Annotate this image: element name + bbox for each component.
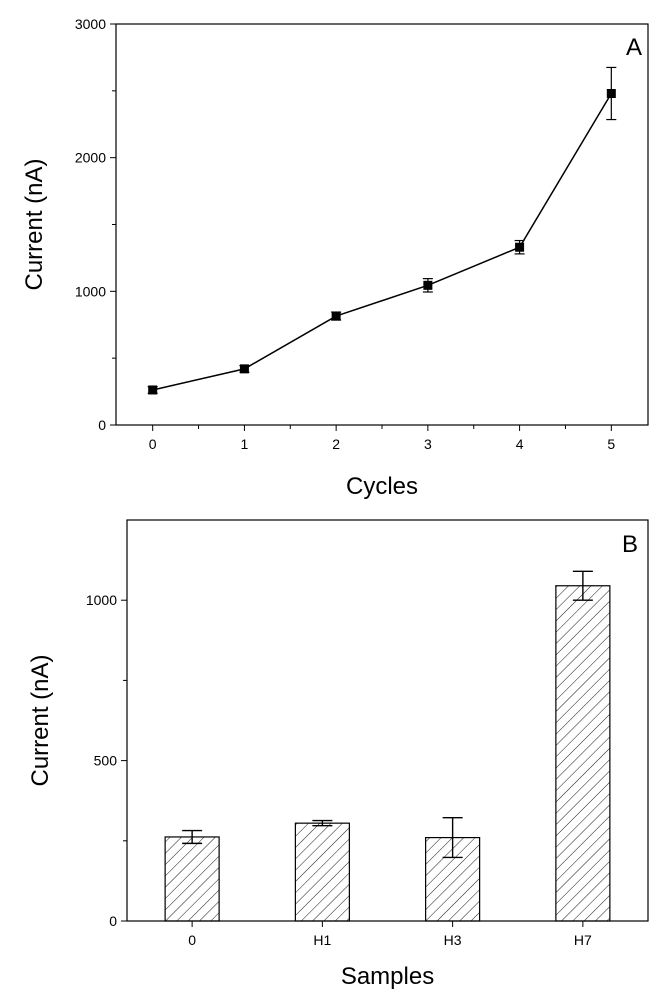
panel-a-plot-frame: [115, 23, 649, 426]
panel-a-data-point: [331, 311, 341, 321]
panel-b-y-tick-label: 0: [109, 913, 117, 929]
panel-a-data-point: [606, 89, 616, 99]
panel-a-y-tick-label: 3000: [75, 16, 106, 32]
panel-b-y-tick-label: 1000: [86, 592, 117, 608]
panel-b-x-axis-title: Samples: [341, 963, 434, 990]
panel-b-bars: [164, 570, 611, 922]
panel-a-label: A: [626, 34, 642, 61]
panel-a-x-axis-title: Cycles: [346, 473, 418, 500]
panel-a-data-point: [148, 385, 158, 395]
panel-a-x-tick-label: 1: [241, 436, 249, 452]
panel-b-y-axis-title: Current (nA): [27, 654, 54, 786]
panel-b-x-tick-label: H7: [574, 932, 592, 948]
panel-b-y-tick-label: 500: [94, 753, 118, 769]
panel-b-bar: [164, 836, 220, 922]
panel-a-series: [147, 66, 617, 395]
panel-a-x-tick-label: 5: [607, 436, 615, 452]
panel-b-bar: [294, 822, 350, 922]
panel-b-ticks: 0 500 1000 0 H1 H3 H7: [86, 592, 592, 948]
panel-a-x-tick-label: 3: [424, 436, 432, 452]
panel-a-data-point: [239, 364, 249, 374]
panel-b-bar: [555, 585, 611, 922]
panel-a-x-tick-label: 0: [149, 436, 157, 452]
panel-b-x-tick-label: H1: [313, 932, 331, 948]
panel-a-data-point: [423, 280, 433, 290]
panel-b-label: B: [622, 531, 638, 558]
panel-a-x-tick-label: 2: [332, 436, 340, 452]
panel-a-series-line: [152, 93, 612, 391]
panel-b-axes: [126, 519, 649, 922]
panel-a-y-axis-title: Current (nA): [21, 158, 48, 290]
panel-a-y-tick-label: 2000: [75, 150, 106, 166]
panel-b-bar-chart: 0 500 1000 0 H1 H3 H7 Samples Current (nA) B: [27, 519, 649, 990]
panel-a-y-tick-label: 1000: [75, 283, 106, 299]
panel-b-plot-frame: [126, 519, 649, 922]
panel-a-data-point: [515, 242, 525, 252]
panel-b-x-tick-label: 0: [188, 932, 196, 948]
panel-a-x-tick-label: 4: [516, 436, 524, 452]
panel-b-x-tick-label: H3: [444, 932, 462, 948]
panel-a-ticks: 0 1 2 3 4 5 0 1000 2000 3000: [75, 16, 616, 452]
panel-a-y-tick-label: 0: [98, 417, 106, 433]
panel-a-axes: [115, 23, 649, 426]
